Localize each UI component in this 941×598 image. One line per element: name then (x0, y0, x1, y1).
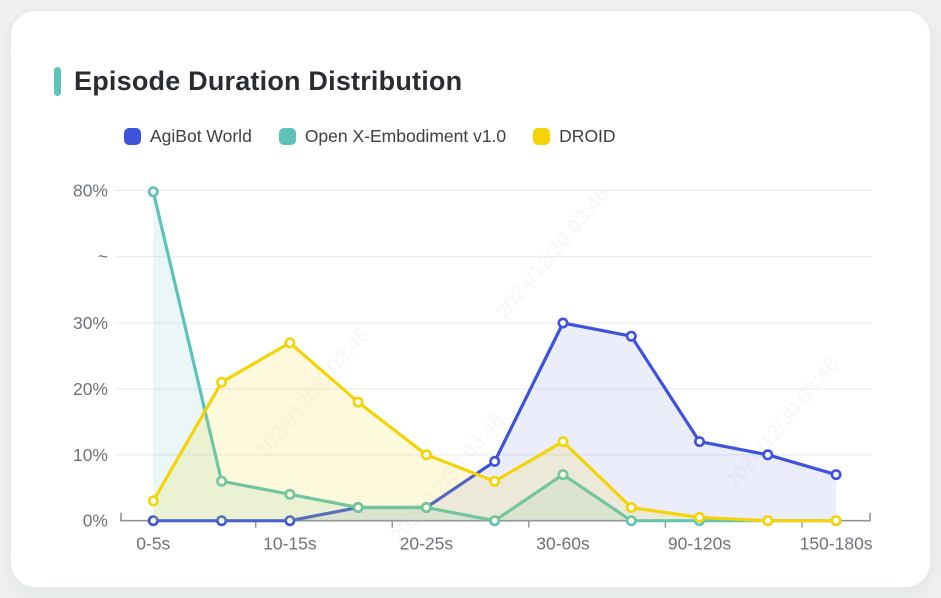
y-axis-label: 10% (73, 445, 108, 465)
data-point-marker[interactable] (147, 495, 159, 507)
y-axis-label: ~ (98, 247, 108, 267)
data-point-marker[interactable] (147, 515, 159, 527)
data-point-marker[interactable] (147, 186, 159, 198)
data-point-marker[interactable] (352, 396, 364, 408)
data-point-marker[interactable] (557, 436, 569, 448)
series-open-x-embodiment-v1-0[interactable] (147, 186, 842, 527)
data-point-marker[interactable] (420, 501, 432, 513)
series-agibot-world[interactable] (147, 317, 842, 527)
x-axis-label: 30-60s (536, 534, 590, 554)
data-point-marker[interactable] (830, 515, 842, 527)
y-axis-label: 0% (83, 511, 108, 531)
data-point-marker[interactable] (625, 501, 637, 513)
x-axis-labels: 0-5s 10-15s 20-25s 30-60s 90-120s 150-180s (136, 534, 873, 554)
legend-item-droid[interactable]: DROID (533, 126, 616, 147)
data-point-marker[interactable] (625, 515, 637, 527)
legend-swatch-droid (533, 128, 551, 145)
chart-legend: AgiBot World Open X-Embodiment v1.0 DROI… (124, 126, 616, 147)
data-point-marker[interactable] (489, 475, 501, 487)
data-point-marker[interactable] (216, 515, 228, 527)
x-axis-label: 150-180s (800, 534, 873, 554)
data-point-marker[interactable] (216, 475, 228, 487)
x-axis-label: 10-15s (263, 534, 317, 554)
data-point-marker[interactable] (352, 501, 364, 513)
y-axis-label: 20% (73, 379, 108, 399)
data-point-marker[interactable] (762, 449, 774, 461)
legend-swatch-open-x-embodiment (278, 128, 296, 145)
y-axis-label: 80% (73, 180, 108, 200)
page-title: Episode Duration Distribution (74, 66, 463, 96)
data-point-marker[interactable] (216, 376, 228, 388)
series-droid[interactable] (147, 337, 842, 527)
data-point-marker[interactable] (693, 436, 705, 448)
data-point-marker[interactable] (830, 469, 842, 481)
chart-card: Episode Duration Distribution AgiBot Wor… (10, 10, 931, 588)
data-point-marker[interactable] (284, 488, 296, 500)
series-area (153, 323, 837, 521)
data-point-marker[interactable] (489, 455, 501, 467)
legend-label: Open X-Embodiment v1.0 (304, 126, 507, 146)
y-axis-labels: 0% 10% 20% 30% ~80% (73, 180, 108, 530)
series-area (153, 342, 837, 521)
gridlines (115, 189, 872, 456)
title-row: Episode Duration Distribution (54, 66, 462, 97)
series-area (153, 191, 837, 521)
data-point-marker[interactable] (693, 511, 705, 523)
data-point-marker[interactable] (625, 330, 637, 342)
data-point-marker[interactable] (557, 317, 569, 329)
data-point-marker[interactable] (284, 515, 296, 527)
legend-label: AgiBot World (150, 126, 252, 146)
legend-label: DROID (559, 126, 616, 146)
data-point-marker[interactable] (557, 469, 569, 481)
legend-item-open-x-embodiment[interactable]: Open X-Embodiment v1.0 (278, 126, 507, 147)
legend-item-agibot-world[interactable]: AgiBot World (124, 126, 252, 147)
data-point-marker[interactable] (489, 515, 501, 527)
x-axis-label: 0-5s (136, 534, 170, 554)
y-axis-label: 30% (73, 313, 108, 333)
data-point-marker[interactable] (762, 515, 774, 527)
watermark-text: 2024/12/30 03:46 (491, 183, 614, 323)
title-accent-bar (54, 67, 61, 96)
data-point-marker[interactable] (420, 449, 432, 461)
x-axis-label: 90-120s (668, 534, 731, 554)
data-point-marker[interactable] (284, 337, 296, 349)
x-axis-label: 20-25s (400, 534, 454, 554)
legend-swatch-agibot-world (124, 128, 141, 145)
